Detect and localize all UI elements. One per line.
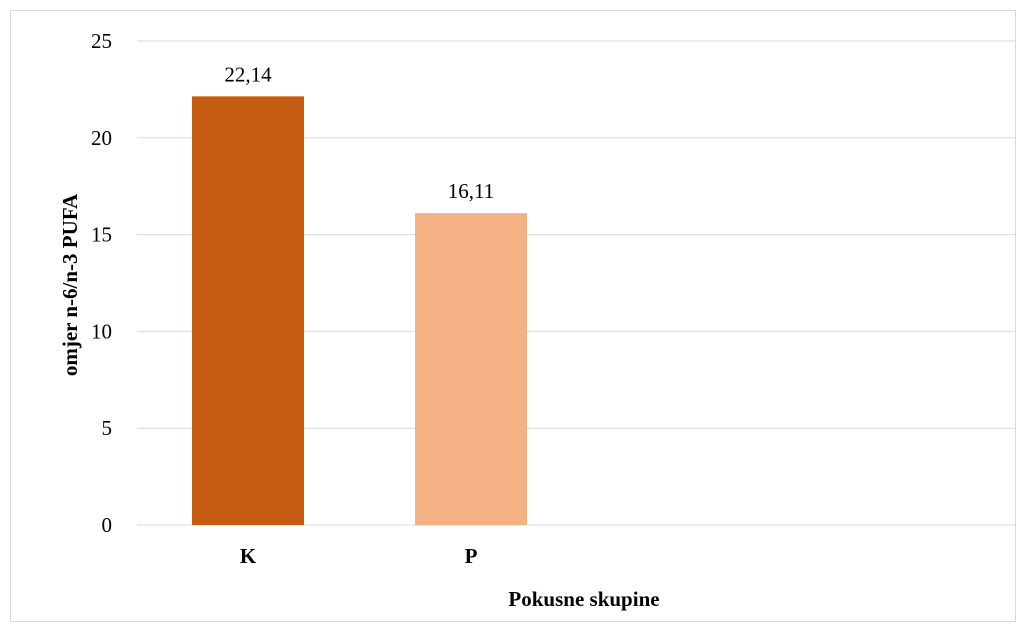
y-tick-label-10: 10 — [91, 319, 112, 343]
data-label-P: 16,11 — [448, 179, 494, 203]
y-axis-title: omjer n-6/n-3 PUFA — [58, 193, 82, 376]
y-tick-labels: 0 5 10 15 20 25 — [91, 29, 112, 537]
y-tick-label-15: 15 — [91, 223, 112, 247]
y-tick-label-25: 25 — [91, 29, 112, 53]
y-tick-label-20: 20 — [91, 126, 112, 150]
x-tick-label-K: K — [240, 544, 257, 568]
bar-P — [415, 213, 527, 525]
bars — [192, 96, 527, 525]
data-label-K: 22,14 — [224, 62, 272, 86]
y-tick-label-0: 0 — [102, 513, 113, 537]
x-tick-label-P: P — [465, 544, 478, 568]
bar-K — [192, 96, 304, 525]
data-labels: 22,14 16,11 — [224, 62, 494, 203]
y-tick-label-5: 5 — [102, 416, 113, 440]
x-axis-title: Pokusne skupine — [508, 587, 659, 611]
